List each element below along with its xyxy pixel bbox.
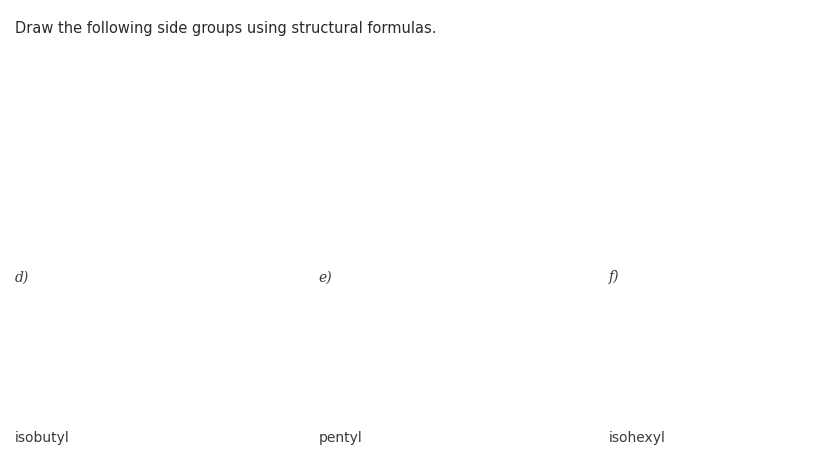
Text: isohexyl: isohexyl — [608, 431, 665, 446]
Text: isobutyl: isobutyl — [15, 431, 69, 446]
Text: pentyl: pentyl — [318, 431, 362, 446]
Text: d): d) — [15, 270, 29, 284]
Text: f): f) — [608, 270, 619, 284]
Text: Draw the following side groups using structural formulas.: Draw the following side groups using str… — [15, 21, 436, 36]
Text: e): e) — [318, 270, 332, 284]
